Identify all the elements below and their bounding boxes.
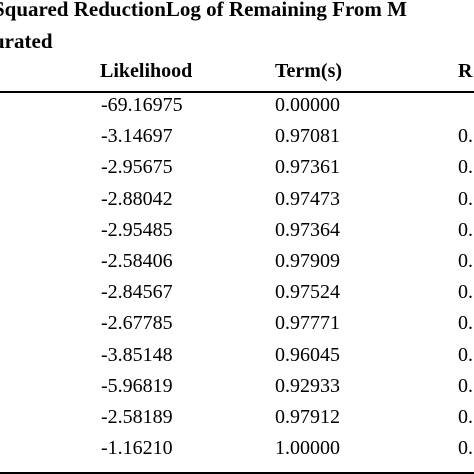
cell-terms: 0.97771 xyxy=(275,312,340,335)
cell-terms: 0.96045 xyxy=(275,343,340,366)
header-rule xyxy=(0,91,474,93)
cell-terms: 0.97361 xyxy=(275,156,340,179)
cell-terms: 0.97081 xyxy=(275,125,340,148)
bottom-rule xyxy=(0,472,474,474)
cell-likelihood: -2.84567 xyxy=(101,281,173,304)
table-row: -3.14697 0.97081 0. xyxy=(0,122,474,153)
table-row: -2.67785 0.97771 0. xyxy=(0,309,474,340)
cell-likelihood: -2.95485 xyxy=(101,218,173,241)
cell-likelihood: -1.16210 xyxy=(101,437,173,460)
cell-r: 0. xyxy=(458,281,473,304)
cell-terms: 1.00000 xyxy=(275,437,340,460)
table-row: -69.16975 0.00000 xyxy=(0,91,474,122)
cell-likelihood: -5.96819 xyxy=(101,374,173,397)
cell-terms: 0.92933 xyxy=(275,374,340,397)
cell-r: 0. xyxy=(458,156,473,179)
cell-likelihood: -2.95675 xyxy=(101,156,173,179)
table-row: -3.85148 0.96045 0. xyxy=(0,341,474,372)
table-body: -69.16975 0.00000 -3.14697 0.97081 0. -2… xyxy=(0,91,474,465)
cell-terms: 0.97909 xyxy=(275,249,340,272)
cell-r: 0. xyxy=(458,125,473,148)
cell-likelihood: -69.16975 xyxy=(101,94,183,116)
cell-likelihood: -2.58406 xyxy=(101,249,173,272)
column-header-r: R xyxy=(458,60,473,82)
cell-likelihood: -3.14697 xyxy=(101,125,173,148)
cell-likelihood: -2.67785 xyxy=(101,312,173,335)
table-row: -2.88042 0.97473 0. xyxy=(0,185,474,216)
table-row: -2.95675 0.97361 0. xyxy=(0,153,474,184)
cell-r: 0. xyxy=(458,343,473,366)
table-title-line-2: urated xyxy=(0,29,53,53)
cell-terms: 0.97473 xyxy=(275,187,340,210)
table-row: -1.16210 1.00000 0. xyxy=(0,434,474,465)
cell-r: 0. xyxy=(458,218,473,241)
table-row: -2.95485 0.97364 0. xyxy=(0,216,474,247)
table-row: -5.96819 0.92933 0. xyxy=(0,372,474,403)
cell-terms: 0.00000 xyxy=(275,94,340,116)
cell-r: 0. xyxy=(458,187,473,210)
column-header-terms: Term(s) xyxy=(275,60,343,82)
cell-likelihood: -2.58189 xyxy=(101,405,173,428)
table-row: -2.58189 0.97912 0. xyxy=(0,403,474,434)
cell-r: 0. xyxy=(458,437,473,460)
table-title-line-1: Squared ReductionLog of Remaining From M xyxy=(0,0,407,21)
cell-r: 0. xyxy=(458,374,473,397)
table-row: -2.58406 0.97909 0. xyxy=(0,247,474,278)
cell-terms: 0.97364 xyxy=(275,218,340,241)
cell-r: 0. xyxy=(458,312,473,335)
cell-terms: 0.97912 xyxy=(275,405,340,428)
column-header-likelihood: Likelihood xyxy=(100,60,193,82)
table-row: -2.84567 0.97524 0. xyxy=(0,278,474,309)
cell-terms: 0.97524 xyxy=(275,281,340,304)
cell-r: 0. xyxy=(458,405,473,428)
cell-r: 0. xyxy=(458,249,473,272)
cell-likelihood: -2.88042 xyxy=(101,187,173,210)
cell-likelihood: -3.85148 xyxy=(101,343,173,366)
